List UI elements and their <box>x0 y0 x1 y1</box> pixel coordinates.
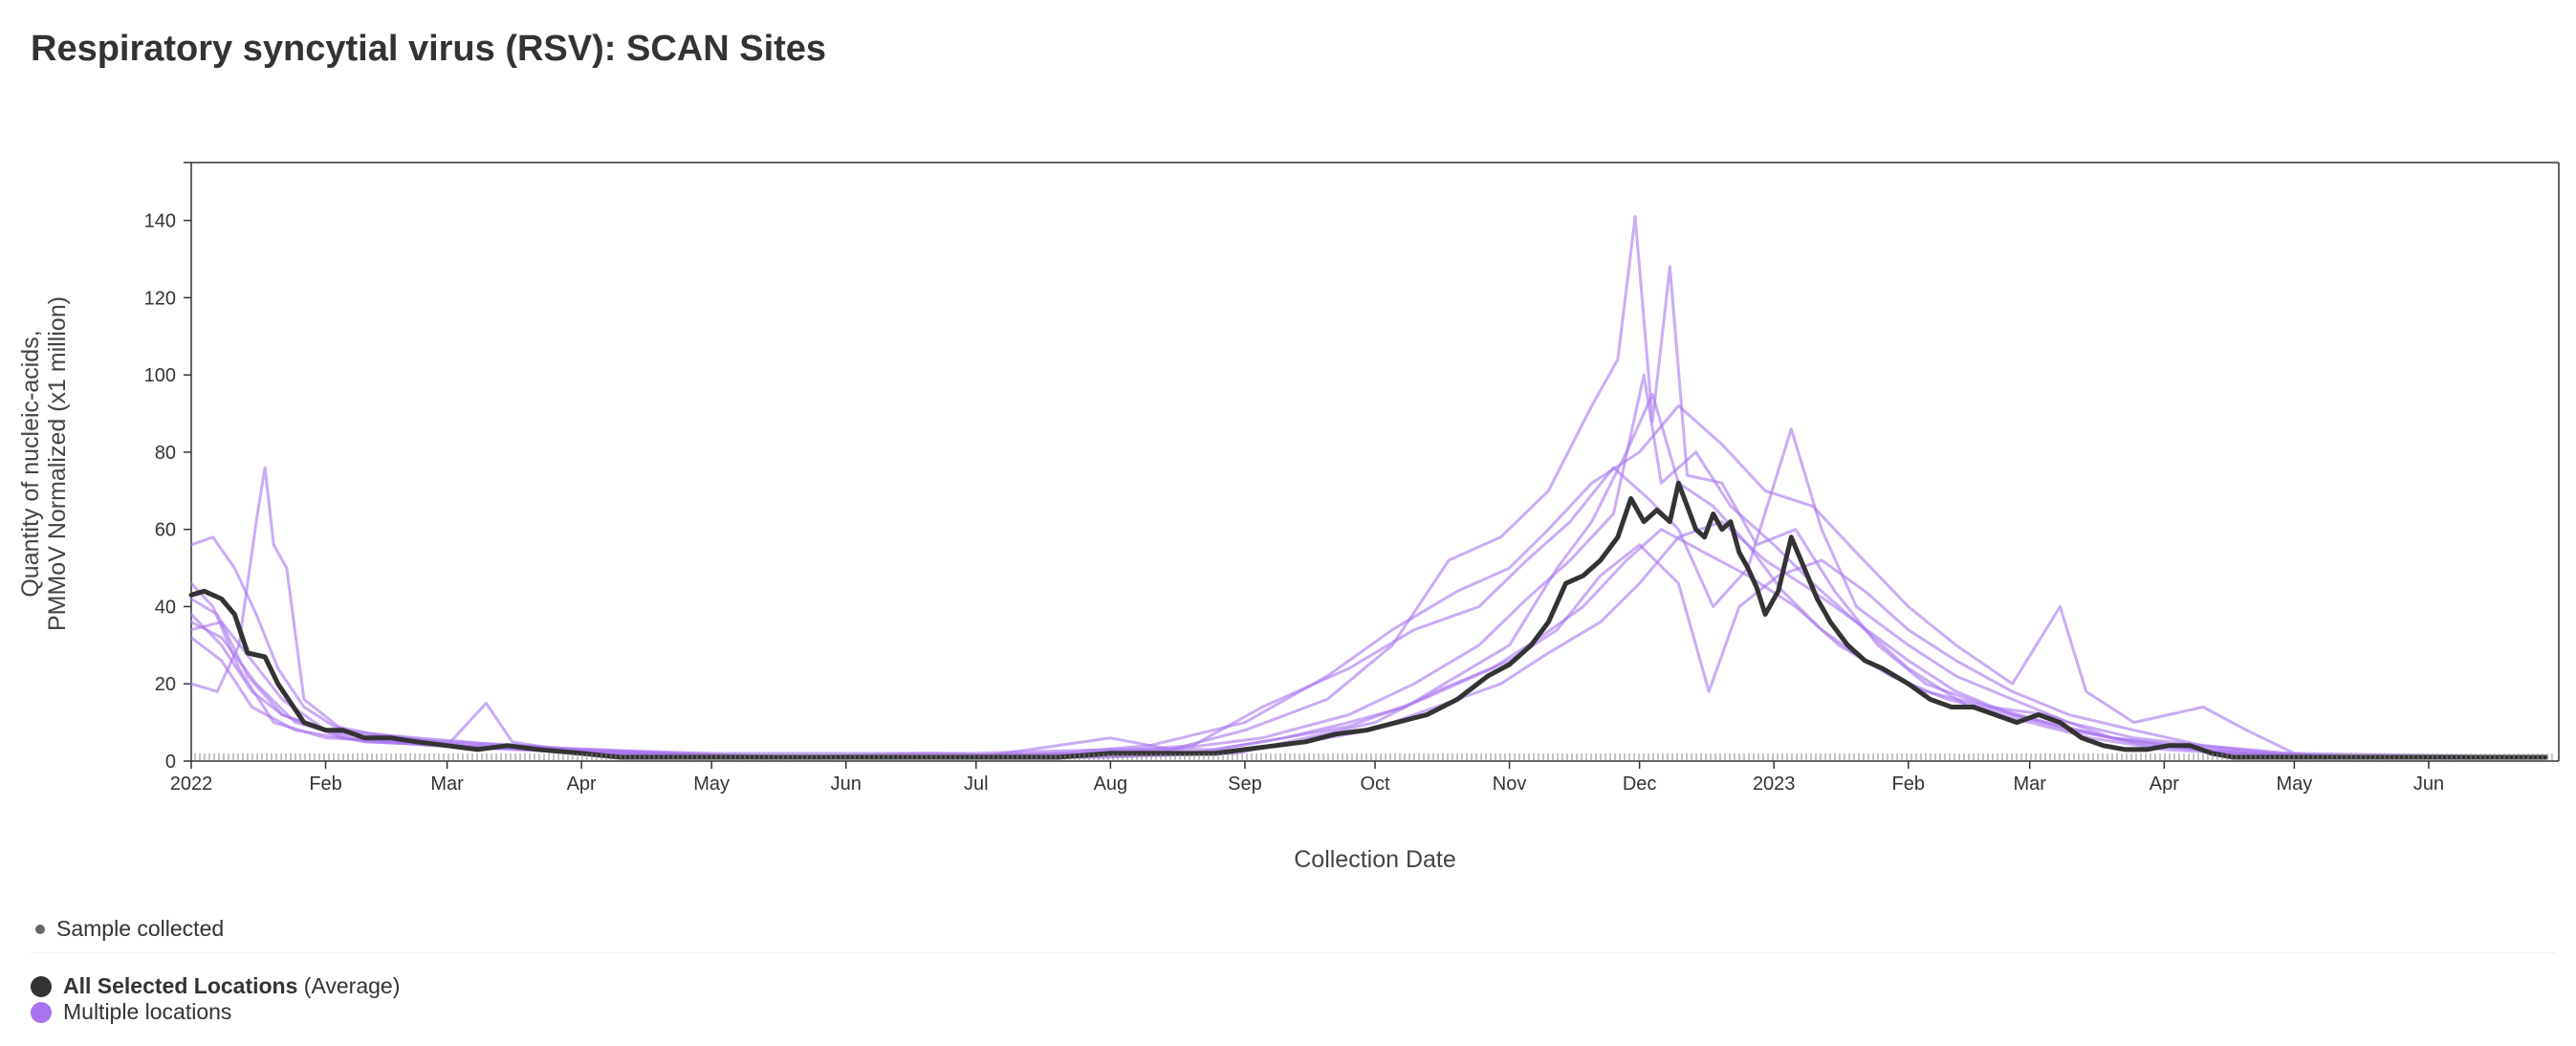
locations-dot-icon <box>31 1001 52 1023</box>
x-tick-label: 2022 <box>170 774 213 795</box>
x-tick-label: Aug <box>1094 774 1128 795</box>
location-series-line[interactable] <box>189 403 2547 759</box>
location-series-line[interactable] <box>189 427 2547 759</box>
sample-dot-icon <box>35 924 45 934</box>
x-tick-label: May <box>693 774 730 795</box>
x-tick-label: Jul <box>964 774 989 795</box>
multiple-label: Multiple locations <box>63 999 232 1024</box>
y-tick-label: 100 <box>144 365 176 386</box>
x-tick-label: Feb <box>1892 774 1925 795</box>
x-tick-label: Apr <box>2150 774 2179 795</box>
sample-collected-rug <box>194 753 2553 760</box>
y-axis-label: Quantity of nucleic-acids, PMMoV Normaliz… <box>17 296 71 631</box>
location-series-line[interactable] <box>189 373 2547 759</box>
chart-title: Respiratory syncytial virus (RSV): SCAN … <box>31 29 827 69</box>
x-tick-label: Oct <box>1360 774 1390 795</box>
sample-label: Sample collected <box>56 916 225 941</box>
location-series-line[interactable] <box>189 543 2547 759</box>
y-tick-label: 20 <box>155 674 176 695</box>
y-tick-label: 60 <box>155 520 176 541</box>
x-axis-label: Collection Date <box>1294 846 1456 873</box>
location-series-line[interactable] <box>189 215 2547 759</box>
average-suffix: (Average) <box>297 973 401 998</box>
x-tick-label: Feb <box>309 774 341 795</box>
x-tick-label: Apr <box>567 774 597 795</box>
location-series-line[interactable] <box>189 520 2547 759</box>
legend-divider <box>31 952 2555 953</box>
legend-item-multiple[interactable]: Multiple locations <box>31 999 400 1025</box>
y-axis: 0 20 40 60 80 100 120 140 <box>144 162 192 773</box>
x-tick-label: 2023 <box>1753 774 1796 795</box>
x-tick-label: Jun <box>831 774 862 795</box>
y-axis-label-line: PMMoV Normalized (x1 million) <box>44 296 71 631</box>
legend-item-average[interactable]: All Selected Locations (Average) <box>31 973 400 999</box>
y-tick-label: 120 <box>144 288 176 309</box>
x-tick-label: Dec <box>1623 774 1657 795</box>
series-layer <box>188 215 2548 760</box>
average-dot-icon <box>31 975 52 997</box>
location-series-line[interactable] <box>189 392 2547 759</box>
x-tick-label: Nov <box>1493 774 1527 795</box>
x-tick-label: May <box>2276 774 2312 795</box>
y-tick-label: 140 <box>144 211 176 232</box>
sample-legend: Sample collected <box>31 916 224 942</box>
y-axis-label-line: Quantity of nucleic-acids, <box>17 330 44 597</box>
y-tick-label: 80 <box>155 443 176 464</box>
x-tick-label: Sep <box>1228 774 1262 795</box>
average-series-line[interactable] <box>188 480 2548 760</box>
average-label: All Selected Locations <box>63 973 298 998</box>
x-tick-label: Jun <box>2413 774 2444 795</box>
x-tick-label: Mar <box>430 774 464 795</box>
y-tick-label: 40 <box>155 597 176 618</box>
y-tick-label: 0 <box>165 752 176 773</box>
series-legend: All Selected Locations (Average) Multipl… <box>31 973 400 1025</box>
x-tick-label: Mar <box>2014 774 2047 795</box>
x-axis: 2022 Feb Mar Apr May Jun Jul Aug Sep Oct Nov Dec 202… <box>170 760 2559 795</box>
